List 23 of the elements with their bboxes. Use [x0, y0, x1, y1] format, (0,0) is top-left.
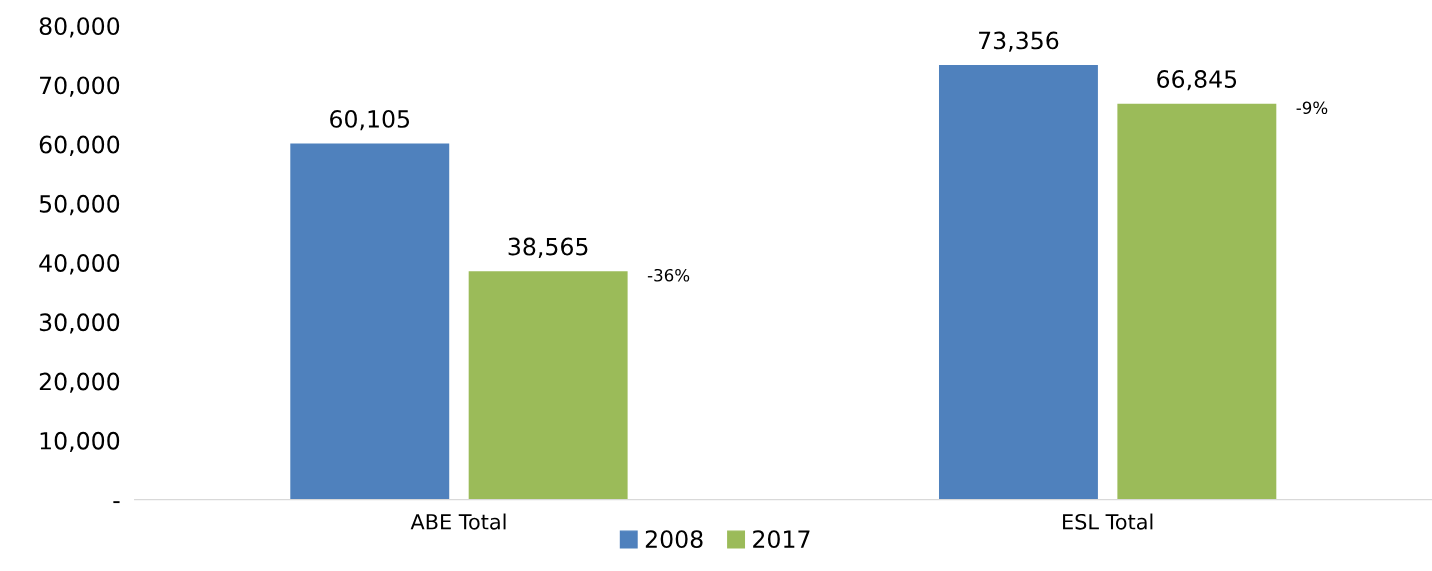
- text: 66,845: [1157, 70, 1237, 91]
- legend-label: 2017: [753, 530, 810, 549]
- y-tick-label: 70,000: [40, 76, 120, 97]
- text: 73,356: [979, 31, 1059, 52]
- bar: [1117, 103, 1277, 500]
- y-tick-label: 30,000: [39, 313, 120, 334]
- y-tick-label: 10,000: [40, 431, 120, 453]
- x-tick-label: ABE Total: [410, 513, 506, 530]
- text: 38,565: [508, 237, 588, 258]
- x-tick-label: ESL Total: [1063, 513, 1153, 530]
- bar: [938, 65, 1098, 500]
- y-tick-label: 50,000: [39, 194, 120, 216]
- annotation: -9%: [1296, 101, 1328, 115]
- y-tick-label: 20,000: [39, 372, 120, 393]
- y-tick-label: 60,000: [39, 135, 120, 156]
- text: 60,105: [330, 110, 410, 131]
- bar: [290, 143, 450, 500]
- legend-label: 2008: [645, 530, 703, 549]
- annotation: -36%: [647, 268, 690, 282]
- y-tick-label: 40,000: [39, 254, 120, 275]
- bar: [468, 271, 628, 500]
- y-tick-label: -: [113, 501, 120, 504]
- y-tick-label: 80,000: [39, 17, 120, 38]
